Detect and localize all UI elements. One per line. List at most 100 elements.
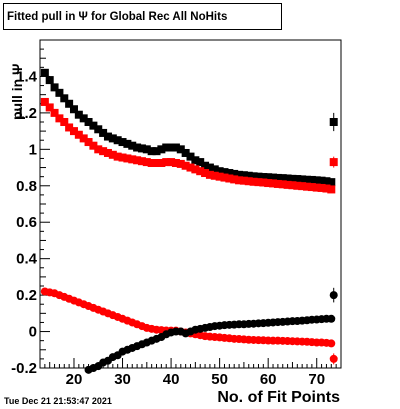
data-marks	[40, 68, 338, 374]
data-point-square	[147, 159, 156, 167]
data-point-square	[152, 159, 161, 167]
data-point-square	[283, 180, 292, 189]
data-point-square	[137, 144, 146, 153]
data-point-square	[327, 178, 336, 187]
data-point-circle	[329, 291, 338, 300]
data-point-square	[298, 175, 307, 184]
x-axis-label: No. of Fit Points	[217, 389, 340, 406]
data-point-square	[210, 165, 219, 174]
data-point-square	[157, 145, 166, 154]
data-point-square	[157, 159, 166, 167]
data-point-square	[79, 134, 88, 143]
data-point-square	[94, 145, 103, 154]
y-tick-label: 0.8	[16, 178, 37, 195]
data-point-square	[259, 173, 268, 182]
data-point-square	[298, 182, 307, 191]
data-point-square	[84, 118, 93, 126]
data-point-square	[201, 169, 210, 178]
data-point-square	[254, 172, 263, 181]
data-point-square	[84, 138, 93, 147]
x-tick-label: 70	[308, 371, 325, 388]
data-point-square	[273, 173, 282, 182]
y-tick-label: 0.2	[16, 287, 37, 304]
x-tick-label: 60	[260, 371, 277, 388]
x-tick-label: 20	[66, 371, 83, 388]
data-point-square	[118, 138, 127, 147]
data-point-square	[142, 158, 151, 167]
data-point-square	[55, 114, 64, 123]
data-point-square	[108, 134, 117, 143]
data-point-square	[293, 175, 302, 184]
data-point-square	[235, 176, 244, 185]
data-point-square	[307, 175, 316, 184]
data-point-square	[99, 128, 108, 137]
data-point-square	[176, 159, 185, 168]
data-point-square	[317, 183, 326, 192]
data-point-square	[293, 181, 302, 190]
data-point-square	[45, 103, 54, 112]
data-point-square	[50, 108, 59, 117]
data-point-square	[205, 163, 214, 172]
data-point-square	[329, 158, 338, 167]
data-point-square	[322, 177, 331, 186]
data-point-square	[128, 141, 137, 150]
timestamp: Tue Dec 21 21:53:47 2021	[4, 396, 112, 406]
data-point-square	[288, 174, 297, 183]
y-axis-label: pull in Ψ	[9, 63, 25, 120]
data-point-square	[307, 183, 316, 192]
y-tick-label: -0.2	[11, 360, 37, 377]
data-point-square	[269, 173, 278, 182]
data-point-square	[176, 145, 185, 154]
data-point-square	[230, 175, 239, 184]
data-point-square	[113, 152, 122, 161]
data-point-square	[215, 172, 224, 181]
y-tick-label: 0	[29, 324, 37, 341]
data-point-square	[74, 110, 83, 119]
data-point-square	[186, 163, 195, 172]
data-point-square	[113, 136, 122, 145]
y-tick-label: 0.6	[16, 214, 37, 231]
data-point-square	[69, 105, 78, 114]
data-point-square	[99, 147, 108, 156]
data-point-square	[244, 171, 253, 180]
data-point-square	[186, 152, 195, 161]
data-point-square	[312, 176, 321, 185]
y-tick-label: 1.2	[16, 105, 37, 122]
data-point-square	[196, 167, 205, 176]
data-point-square	[65, 99, 74, 108]
data-point-square	[322, 184, 331, 193]
y-tick-label: 1	[29, 141, 37, 158]
data-point-square	[181, 148, 190, 157]
data-point-square	[303, 182, 312, 191]
data-point-square	[69, 127, 78, 136]
data-point-square	[162, 143, 171, 152]
data-point-square	[108, 150, 117, 159]
data-point-square	[269, 179, 278, 188]
data-point-square	[244, 177, 253, 186]
data-point-square	[264, 173, 273, 182]
y-tick-label: 1.4	[16, 68, 38, 85]
data-point-square	[142, 145, 151, 154]
data-point-square	[329, 118, 338, 126]
data-point-square	[60, 94, 69, 103]
data-point-square	[133, 156, 142, 165]
data-point-square	[254, 178, 263, 187]
data-point-square	[181, 161, 190, 170]
data-point-square	[118, 153, 127, 162]
data-point-square	[65, 123, 74, 132]
x-tick-label: 40	[163, 371, 180, 388]
data-point-square	[171, 159, 180, 167]
data-point-square	[55, 88, 64, 97]
chart-title-box: Fitted pull in Ψ for Global Rec All NoHi…	[3, 3, 282, 30]
data-point-square	[147, 147, 156, 156]
data-point-square	[40, 97, 49, 106]
data-point-square	[167, 143, 176, 152]
data-point-square	[89, 121, 98, 130]
data-point-square	[196, 158, 205, 167]
x-tick-label: 50	[211, 371, 228, 388]
data-point-square	[235, 170, 244, 179]
data-point-square	[230, 169, 239, 178]
data-point-square	[278, 180, 287, 189]
data-point-circle	[327, 314, 336, 323]
